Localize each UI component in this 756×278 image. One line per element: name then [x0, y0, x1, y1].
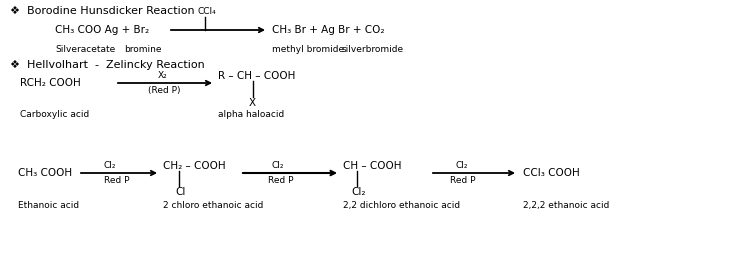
Text: Carboxylic acid: Carboxylic acid [20, 110, 89, 119]
Text: bromine: bromine [124, 45, 162, 54]
Text: Red P: Red P [450, 176, 476, 185]
Text: CH₂ – COOH: CH₂ – COOH [163, 161, 225, 171]
Text: 2,2,2 ethanoic acid: 2,2,2 ethanoic acid [523, 201, 609, 210]
Text: X₂: X₂ [158, 71, 168, 80]
Text: Silveracetate: Silveracetate [55, 45, 115, 54]
Text: methyl bromide: methyl bromide [272, 45, 344, 54]
Text: CCl₄: CCl₄ [197, 7, 215, 16]
Text: X: X [249, 98, 256, 108]
Text: ❖  Borodine Hunsdicker Reaction: ❖ Borodine Hunsdicker Reaction [10, 6, 194, 16]
Text: 2,2 dichloro ethanoic acid: 2,2 dichloro ethanoic acid [343, 201, 460, 210]
Text: CH₃ COO Ag + Br₂: CH₃ COO Ag + Br₂ [55, 25, 149, 35]
Text: Cl₂: Cl₂ [272, 161, 284, 170]
Text: Ethanoic acid: Ethanoic acid [18, 201, 79, 210]
Text: RCH₂ COOH: RCH₂ COOH [20, 78, 81, 88]
Text: CH₃ COOH: CH₃ COOH [18, 168, 72, 178]
Text: ❖  Hellvolhart  -  Zelincky Reaction: ❖ Hellvolhart - Zelincky Reaction [10, 60, 205, 70]
Text: Cl: Cl [175, 187, 185, 197]
Text: Red P: Red P [268, 176, 293, 185]
Text: (Red P): (Red P) [148, 86, 181, 95]
Text: R – CH – COOH: R – CH – COOH [218, 71, 296, 81]
Text: Red P: Red P [104, 176, 129, 185]
Text: CCl₃ COOH: CCl₃ COOH [523, 168, 580, 178]
Text: silverbromide: silverbromide [342, 45, 404, 54]
Text: 2 chloro ethanoic acid: 2 chloro ethanoic acid [163, 201, 263, 210]
Text: Cl₂: Cl₂ [455, 161, 467, 170]
Text: Cl₂: Cl₂ [104, 161, 116, 170]
Text: alpha haloacid: alpha haloacid [218, 110, 284, 119]
Text: CH – COOH: CH – COOH [343, 161, 401, 171]
Text: Cl₂: Cl₂ [351, 187, 365, 197]
Text: CH₃ Br + Ag Br + CO₂: CH₃ Br + Ag Br + CO₂ [272, 25, 385, 35]
